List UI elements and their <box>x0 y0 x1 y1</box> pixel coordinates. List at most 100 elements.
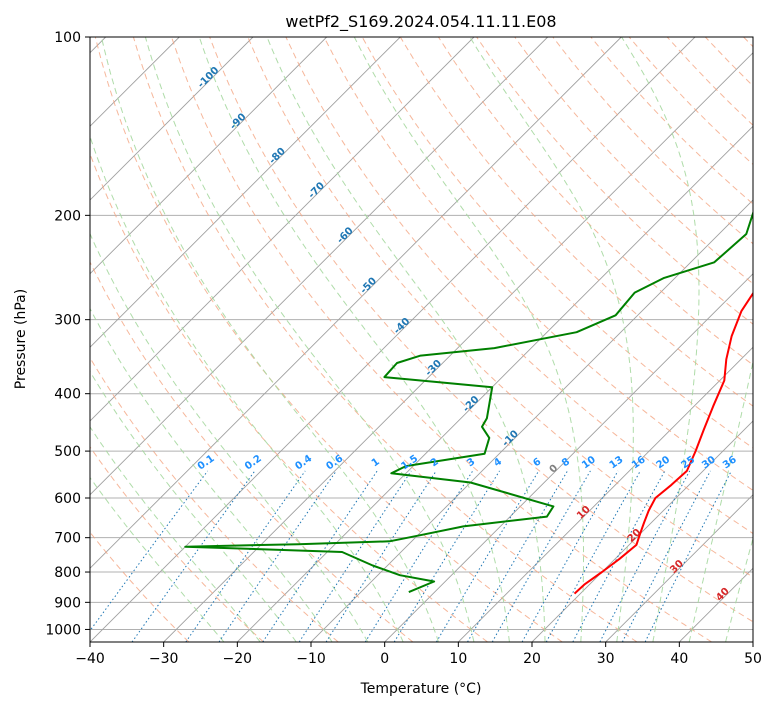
dry-adiabat-line <box>94 37 563 642</box>
mixing-ratio-line <box>218 470 337 642</box>
isotherm-line <box>752 641 753 642</box>
mixing-ratio-line <box>467 470 568 642</box>
moist-adiabat-label: 40 <box>714 586 732 604</box>
y-tick-label: 900 <box>54 595 81 611</box>
dry-adiabat-line <box>132 37 638 642</box>
mixing-ratio-label: 13 <box>608 454 626 471</box>
moist-adiabat-line <box>90 426 261 642</box>
x-tick-label: 10 <box>449 651 467 667</box>
isotherm-label: -40 <box>392 316 413 337</box>
dry-adiabat-line <box>743 37 753 48</box>
isotherm-line <box>90 37 475 422</box>
moist-adiabat-line <box>198 37 510 642</box>
mixing-ratio-label: 30 <box>700 454 718 471</box>
x-tick-label: 50 <box>744 651 762 667</box>
isotherm-line <box>531 420 753 642</box>
dry-adiabat-line <box>323 37 753 491</box>
isotherm-line <box>163 52 753 642</box>
mixing-ratio-line <box>131 470 256 642</box>
dry-adiabat-line <box>90 446 264 642</box>
x-tick-label: 30 <box>597 651 615 667</box>
mixing-ratio-label: 6 <box>531 456 543 469</box>
isotherm-line <box>457 346 753 642</box>
isotherm-line <box>90 37 696 642</box>
y-tick-label: 100 <box>54 30 81 46</box>
isotherm-label: -80 <box>267 146 288 167</box>
isotherm-line <box>90 37 401 348</box>
mixing-ratio-label: 1 <box>370 456 382 469</box>
mixing-ratio-label: 3 <box>465 456 477 469</box>
moist-adiabat-line <box>688 359 753 642</box>
x-axis-label: Temperature (°C) <box>360 681 482 697</box>
dry-adiabat-line <box>514 37 753 285</box>
mixing-ratio-label: 0.2 <box>243 453 264 472</box>
moist-adiabat-line <box>90 134 404 642</box>
dewpoint-line <box>184 210 753 594</box>
mixing-ratio-line <box>545 470 641 642</box>
isotherm-line <box>678 567 753 642</box>
y-tick-label: 300 <box>54 313 81 329</box>
moist-adiabat-line <box>144 37 475 642</box>
moist-adiabat-line <box>90 232 369 642</box>
moist-adiabat-line <box>90 370 297 642</box>
x-tick-label: −10 <box>296 651 326 667</box>
x-tick-label: 40 <box>670 651 688 667</box>
isopleth-labels: -100-90-80-70-60-50-40-30-20-100.1 0.2 0.4… <box>196 65 739 604</box>
y-tick-label: 600 <box>54 491 81 507</box>
dry-adiabat-line <box>476 37 753 325</box>
mixing-ratio-line <box>393 470 500 642</box>
mixing-ratio-line <box>298 470 412 642</box>
mixing-ratio-label: 2 <box>429 456 441 469</box>
x-tick-label: −30 <box>149 651 179 667</box>
moist-adiabat-line <box>353 37 584 642</box>
moist-adiabat-label: 0 <box>548 463 561 476</box>
isotherm-line <box>384 273 753 642</box>
y-tick-label: 200 <box>54 208 81 224</box>
isotherm-line <box>605 494 753 642</box>
axes: −40 −30 −20 −10 0 10 20 30 40 5010020030040050060… <box>45 30 762 667</box>
isotherm-label: -90 <box>228 112 249 133</box>
mixing-ratio-line <box>90 470 209 632</box>
mixing-ratio-label: 36 <box>721 454 739 471</box>
mixing-ratio-line <box>262 470 378 642</box>
moist-adiabat-line <box>725 536 753 642</box>
dry-adiabat-line <box>704 37 753 87</box>
series-group <box>184 210 753 595</box>
mixing-ratio-line <box>644 470 732 642</box>
dry-adiabat-line <box>285 37 753 535</box>
mixing-ratio-line <box>364 470 474 642</box>
mixing-ratio-label: 0.4 <box>293 453 314 472</box>
y-tick-label: 800 <box>54 565 81 581</box>
y-tick-label: 1000 <box>45 622 81 638</box>
dry-adiabat-line <box>437 37 753 366</box>
mixing-ratio-line <box>185 470 306 642</box>
mixing-ratio-line <box>521 470 619 642</box>
moist-adiabat-line <box>266 37 546 642</box>
isotherm-label: -60 <box>335 225 356 246</box>
mixing-ratio-label: 20 <box>654 454 672 471</box>
mixing-ratio-line <box>572 470 666 642</box>
dry-adiabat-line <box>590 37 753 205</box>
mixing-ratio-line <box>435 470 540 642</box>
x-tick-label: −20 <box>223 651 253 667</box>
isotherm-line <box>90 37 549 496</box>
mixing-ratio-label: 0.6 <box>324 453 345 472</box>
moist-adiabat-line <box>469 37 634 642</box>
plot-frame <box>89 36 754 643</box>
dry-adiabat-line <box>247 37 753 578</box>
moist-adiabat-line <box>621 37 700 642</box>
mixing-ratio-line <box>491 470 591 642</box>
x-tick-label: −40 <box>75 651 105 667</box>
y-tick-label: 700 <box>54 531 81 547</box>
y-tick-label: 400 <box>54 387 81 403</box>
isotherm-line <box>90 37 254 201</box>
moist-adiabat-line <box>90 307 333 642</box>
x-tick-label: 20 <box>523 651 541 667</box>
chart-title: wetPf2_S169.2024.054.11.11.E08 <box>285 12 556 32</box>
isotherm-label: -50 <box>359 276 380 297</box>
x-tick-label: 0 <box>380 651 389 667</box>
moist-adiabat-line <box>90 476 225 642</box>
mixing-ratio-label: 0.1 <box>196 453 217 472</box>
moist-adiabat-line <box>100 37 439 642</box>
